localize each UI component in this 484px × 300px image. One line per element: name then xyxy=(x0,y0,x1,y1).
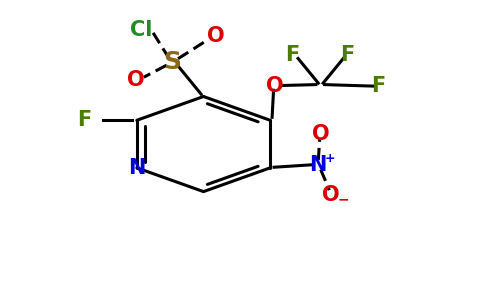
Text: +: + xyxy=(325,152,335,165)
Text: O: O xyxy=(312,124,330,144)
Text: F: F xyxy=(340,45,354,65)
Text: N: N xyxy=(128,158,146,178)
Text: F: F xyxy=(371,76,386,96)
Text: −: − xyxy=(338,192,349,206)
Text: N: N xyxy=(310,155,327,175)
Text: O: O xyxy=(207,26,225,46)
Text: O: O xyxy=(127,70,145,90)
Text: O: O xyxy=(266,76,284,96)
Text: Cl: Cl xyxy=(130,20,152,40)
Text: F: F xyxy=(77,110,91,130)
Text: F: F xyxy=(285,45,299,65)
Text: O: O xyxy=(321,184,339,205)
Text: S: S xyxy=(163,50,181,74)
